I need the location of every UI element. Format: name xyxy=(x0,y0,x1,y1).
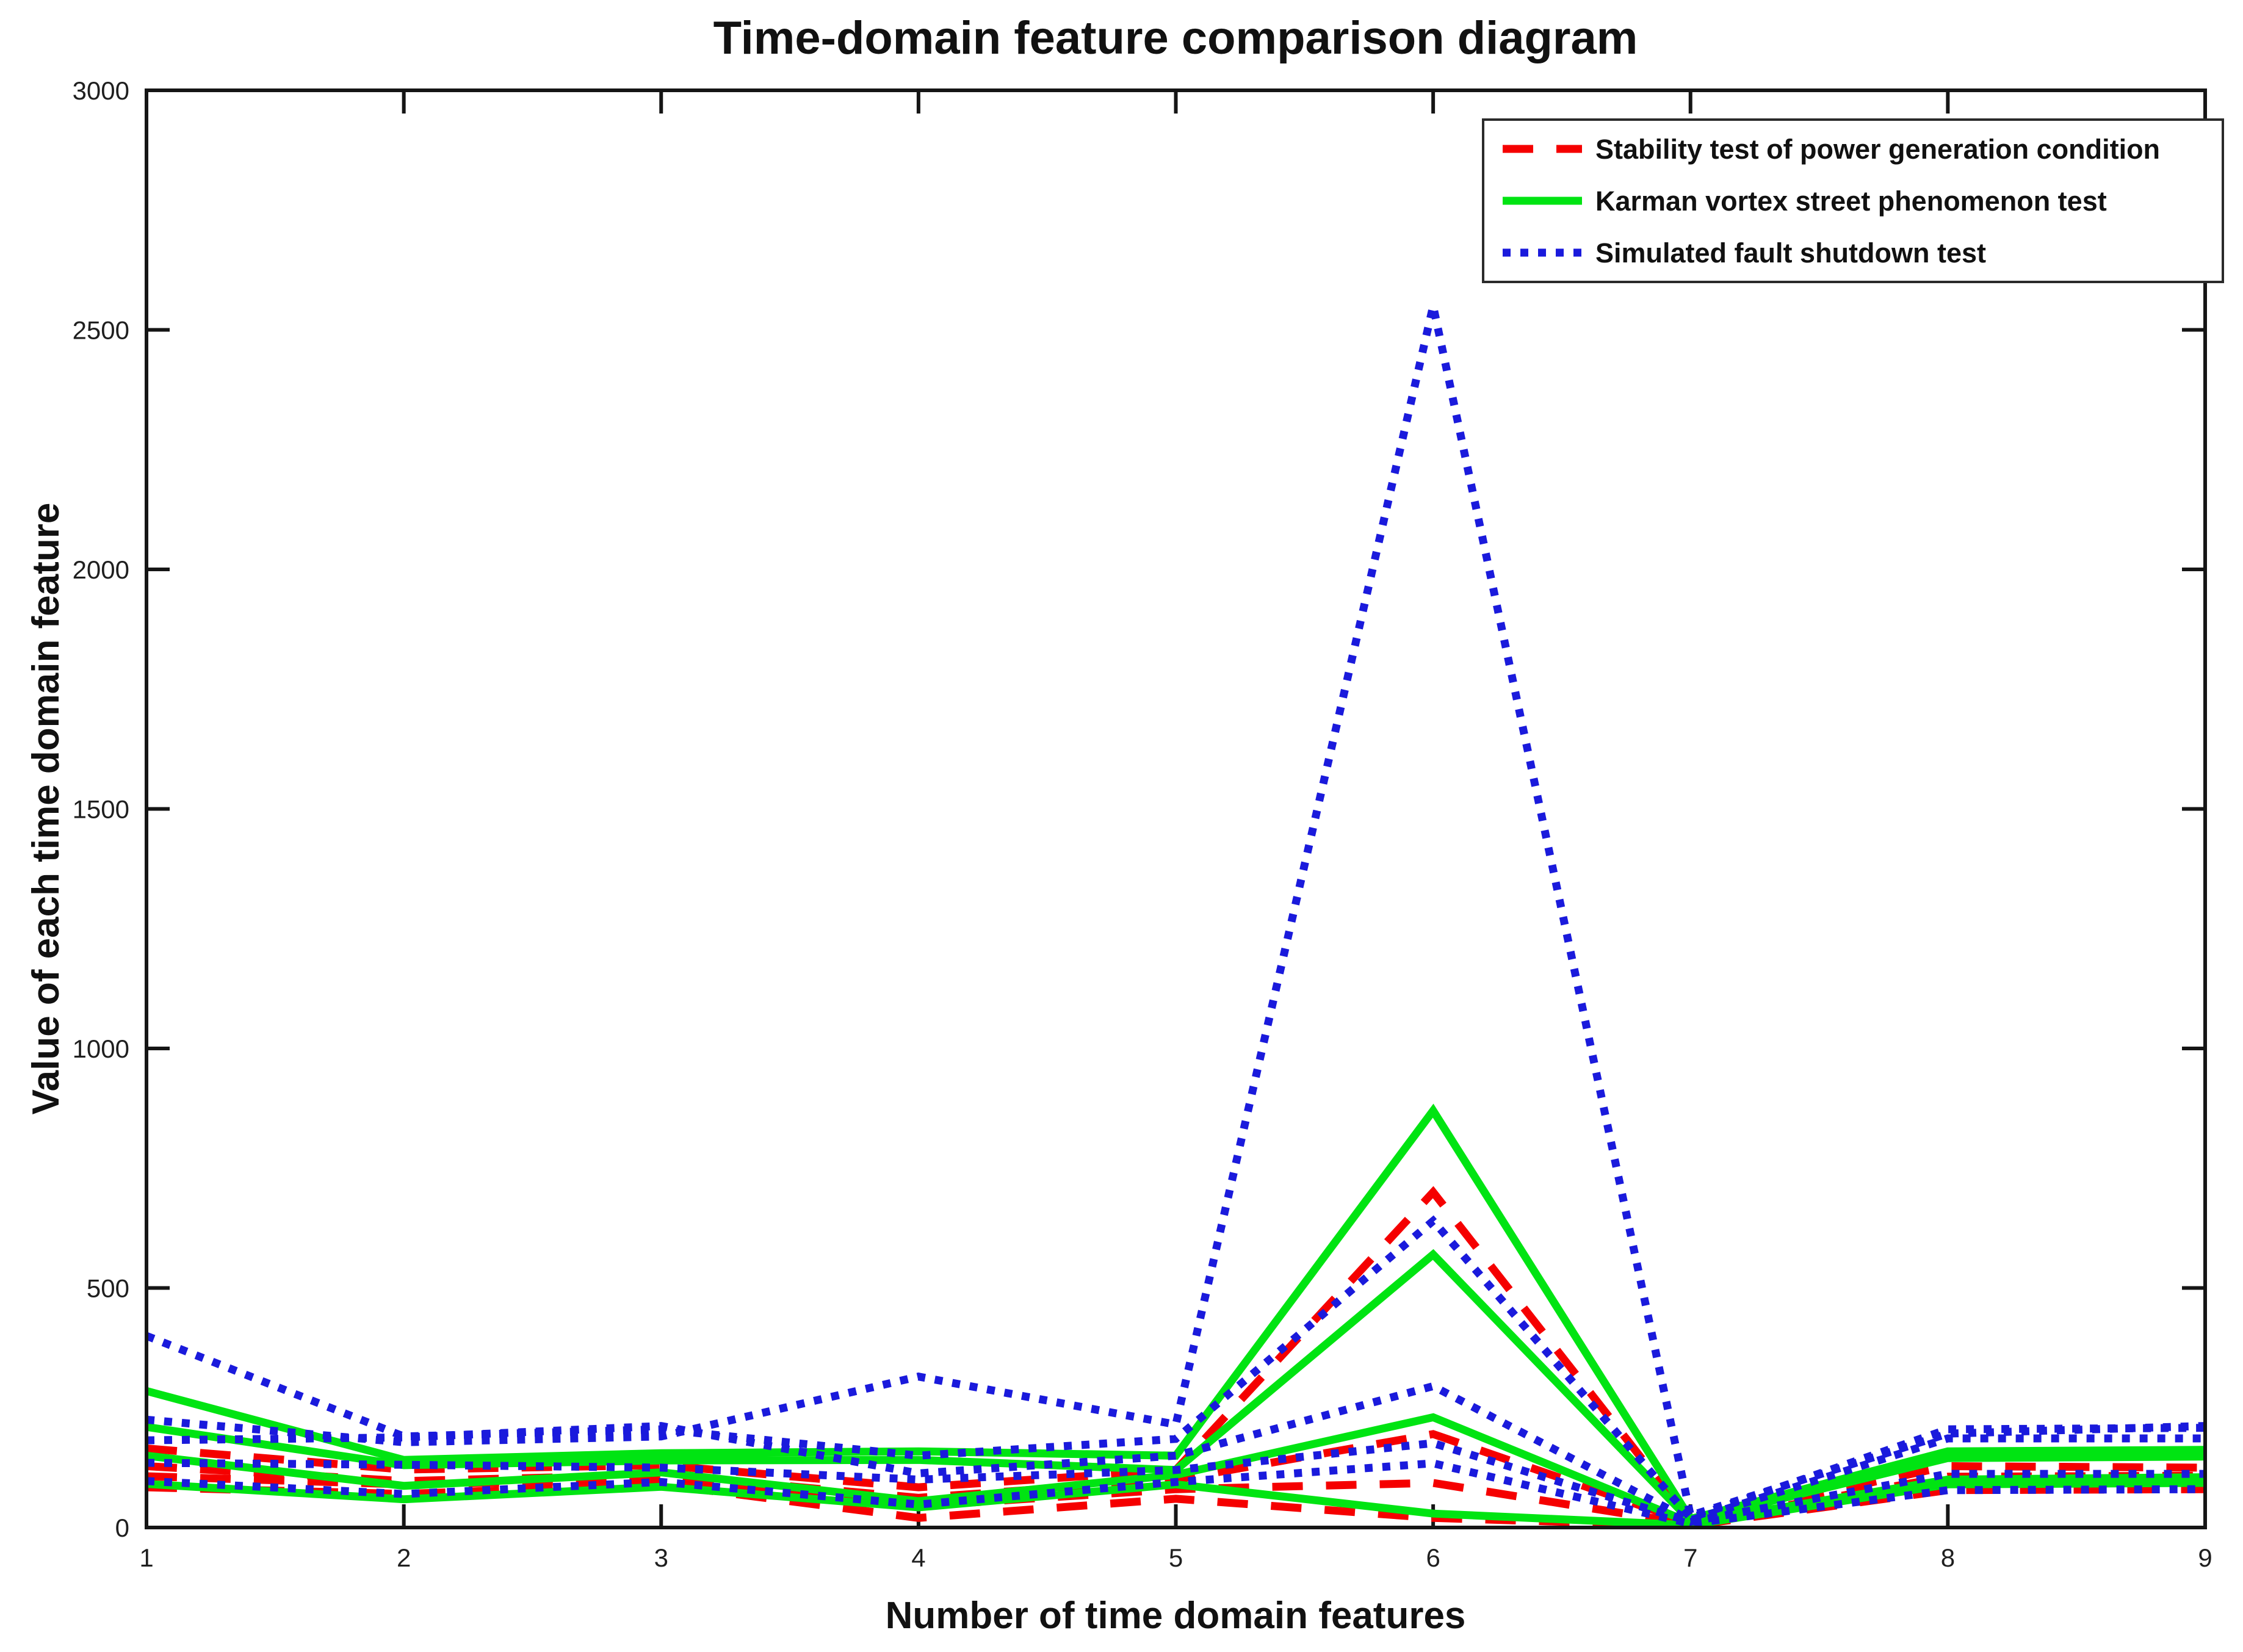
series-line-simulated-fault-shutdown-test-1 xyxy=(145,1215,2206,1523)
y-tick-label: 2000 xyxy=(73,555,129,584)
plot-box xyxy=(145,88,2207,1529)
axis-ticks: 1 2 3 4 5 6 7 8 9 0 500 1000 1500 2000 2500 3000 xyxy=(73,76,2212,1572)
legend-item-fault-shutdown: Simulated fault shutdown test xyxy=(1503,237,1986,269)
series-lines xyxy=(145,305,2206,1530)
x-tick-label: 8 xyxy=(1941,1543,1955,1572)
x-tick-label: 3 xyxy=(654,1543,668,1572)
x-tick-label: 6 xyxy=(1426,1543,1440,1572)
chart-title: Time-domain feature comparison diagram xyxy=(713,12,1638,64)
legend-label: Karman vortex street phenomenon test xyxy=(1595,186,2107,217)
series-line-simulated-fault-shutdown-test-3 xyxy=(146,1382,2205,1525)
legend-label: Stability test of power generation condi… xyxy=(1595,134,2160,165)
legend-box xyxy=(1482,118,2224,283)
y-tick-label: 1000 xyxy=(73,1034,129,1063)
series-line-simulated-fault-shutdown-test-2 xyxy=(146,305,2206,1521)
series-line-simulated-fault-shutdown-test-4 xyxy=(146,1439,2205,1526)
x-tick-label: 2 xyxy=(397,1543,411,1572)
y-tick-label: 1500 xyxy=(73,795,129,824)
legend-item-karman: Karman vortex street phenomenon test xyxy=(1503,186,2107,217)
x-tick-label: 7 xyxy=(1683,1543,1697,1572)
legend: Stability test of power generation condi… xyxy=(1482,118,2224,283)
x-axis-label: Number of time domain features xyxy=(886,1595,1466,1637)
x-tick-label: 5 xyxy=(1169,1543,1183,1572)
x-tick-label: 4 xyxy=(911,1543,925,1572)
legend-label: Simulated fault shutdown test xyxy=(1595,237,1986,269)
y-tick-label: 0 xyxy=(115,1513,129,1542)
series-line-simulated-fault-shutdown-test-5 xyxy=(146,1459,2206,1528)
y-tick-label: 500 xyxy=(87,1274,129,1303)
x-tick-label: 1 xyxy=(139,1543,153,1572)
series-line-karman-vortex-street-phenomenon-test-1 xyxy=(145,1103,2206,1524)
y-tick-label: 2500 xyxy=(73,316,129,345)
legend-item-stability: Stability test of power generation condi… xyxy=(1503,134,2160,165)
y-axis-label: Value of each time domain feature xyxy=(25,503,67,1115)
x-tick-label: 9 xyxy=(2198,1543,2212,1572)
y-tick-label: 3000 xyxy=(73,76,129,105)
